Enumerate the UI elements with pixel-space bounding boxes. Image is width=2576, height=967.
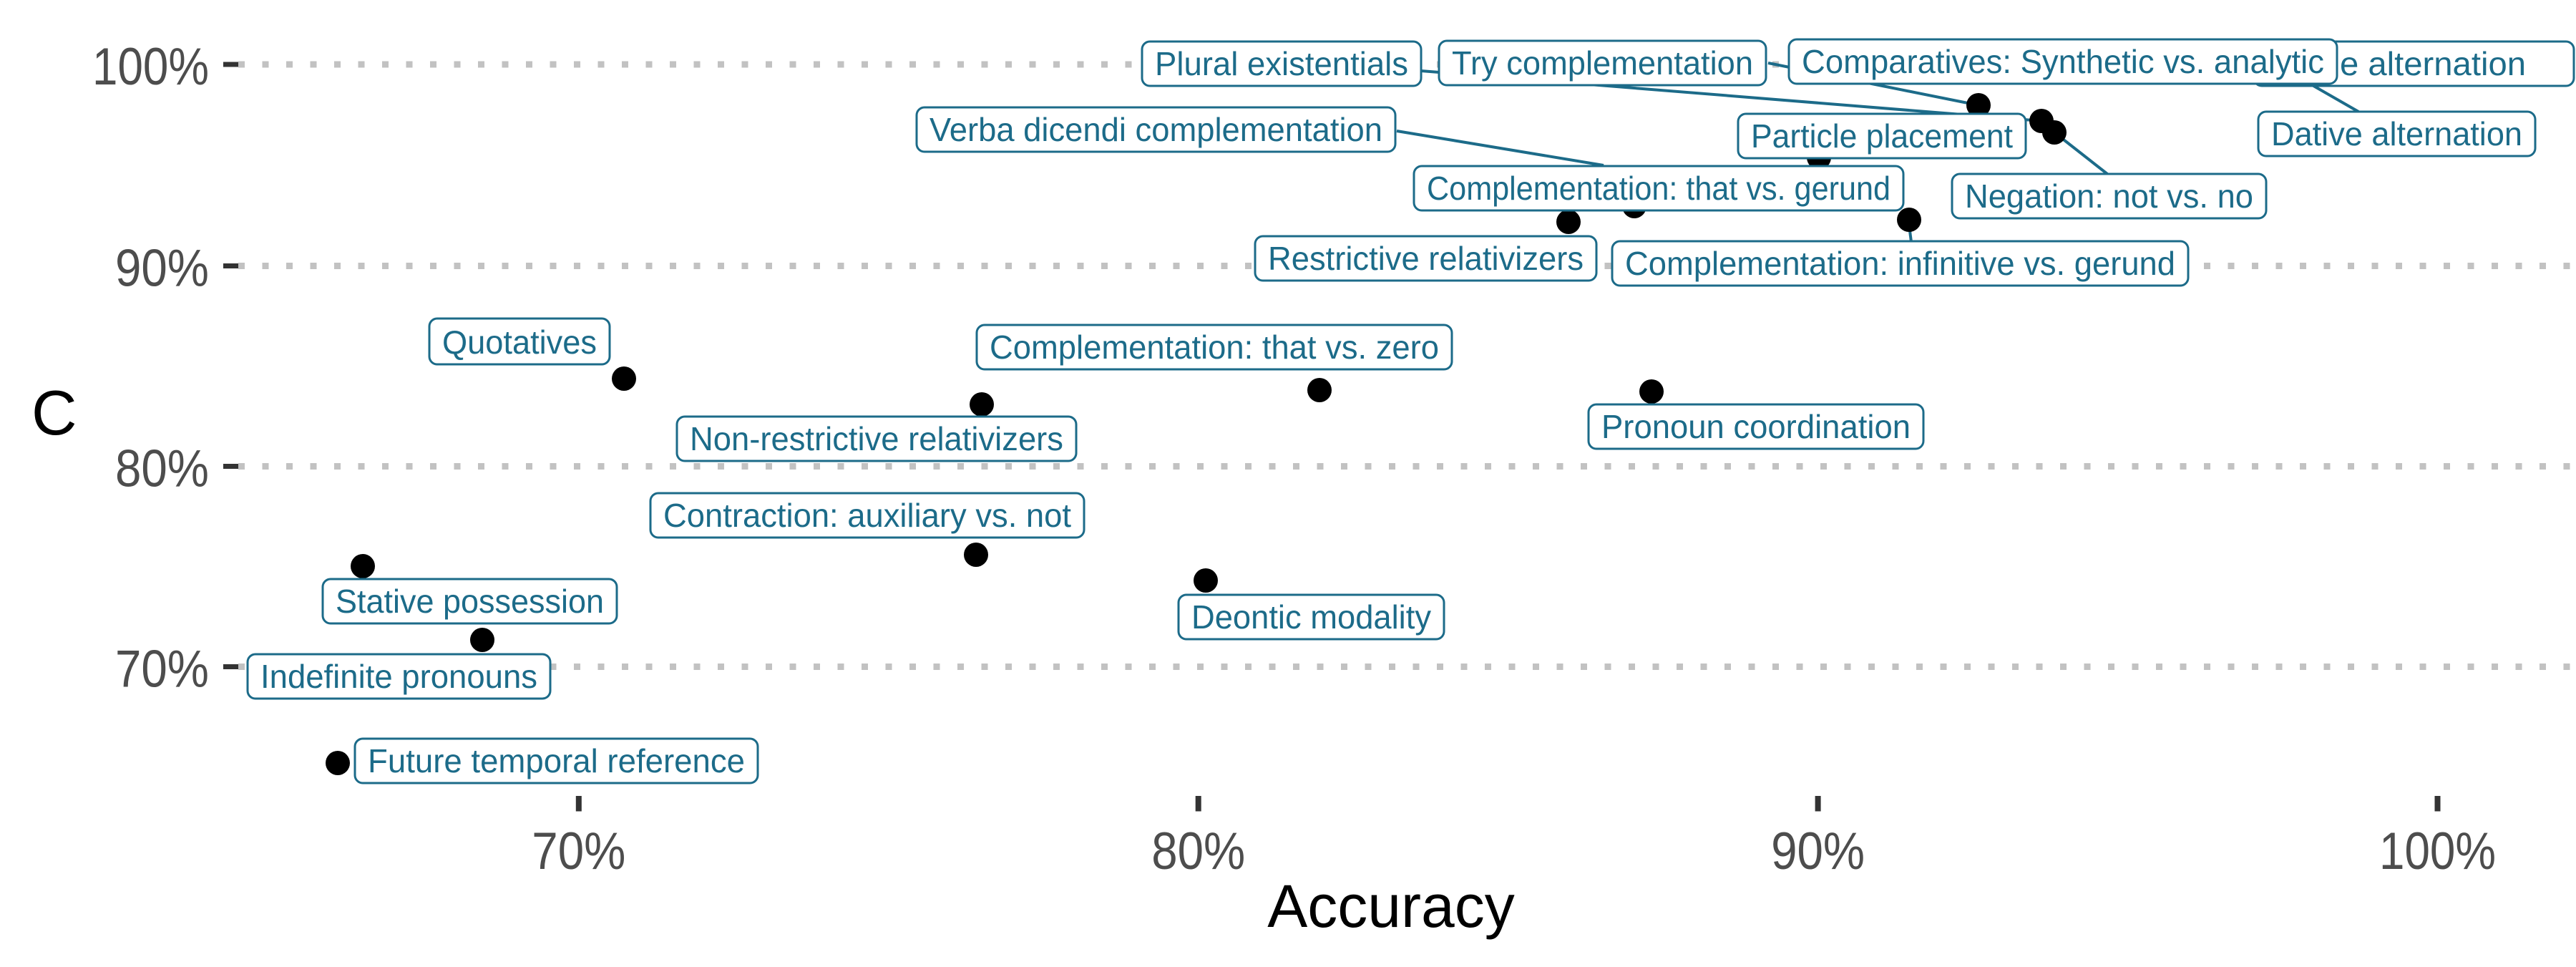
svg-text:Particle placement: Particle placement <box>1751 117 2013 155</box>
svg-text:Contraction: auxiliary vs. not: Contraction: auxiliary vs. not <box>663 497 1071 534</box>
svg-text:Dative alternation: Dative alternation <box>2271 115 2522 152</box>
svg-text:80%: 80% <box>1151 822 1245 880</box>
svg-text:Complementation: infinitive vs: Complementation: infinitive vs. gerund <box>1625 245 2175 282</box>
svg-text:Complementation: that vs. geru: Complementation: that vs. gerund <box>1427 170 1890 207</box>
svg-text:Non-restrictive relativizers: Non-restrictive relativizers <box>690 420 1063 457</box>
svg-text:C: C <box>31 377 77 448</box>
svg-text:Complementation: that vs. zero: Complementation: that vs. zero <box>990 329 1439 366</box>
svg-text:e alternation: e alternation <box>2340 45 2526 82</box>
svg-text:Pronoun coordination: Pronoun coordination <box>1601 408 1911 445</box>
svg-text:100%: 100% <box>92 38 209 96</box>
svg-text:Stative possession: Stative possession <box>336 583 604 620</box>
svg-text:Accuracy: Accuracy <box>1267 873 1514 940</box>
svg-text:Indefinite pronouns: Indefinite pronouns <box>260 658 537 695</box>
svg-text:Deontic modality: Deontic modality <box>1191 598 1431 636</box>
svg-text:70%: 70% <box>532 822 625 880</box>
svg-text:80%: 80% <box>115 440 209 498</box>
svg-text:Try complementation: Try complementation <box>1452 44 1753 82</box>
svg-text:70%: 70% <box>115 641 209 699</box>
svg-text:Plural existentials: Plural existentials <box>1155 45 1408 82</box>
svg-text:90%: 90% <box>1771 822 1865 880</box>
svg-text:90%: 90% <box>115 240 209 298</box>
svg-text:Verba dicendi complementation: Verba dicendi complementation <box>930 111 1382 148</box>
svg-text:Negation: not vs. no: Negation: not vs. no <box>1965 178 2253 215</box>
svg-text:Quotatives: Quotatives <box>442 324 597 361</box>
svg-text:Future temporal reference: Future temporal reference <box>368 742 745 779</box>
svg-text:Comparatives: Synthetic vs. an: Comparatives: Synthetic vs. analytic <box>1802 43 2324 80</box>
svg-text:Restrictive relativizers: Restrictive relativizers <box>1268 240 1584 277</box>
svg-text:100%: 100% <box>2379 822 2496 880</box>
